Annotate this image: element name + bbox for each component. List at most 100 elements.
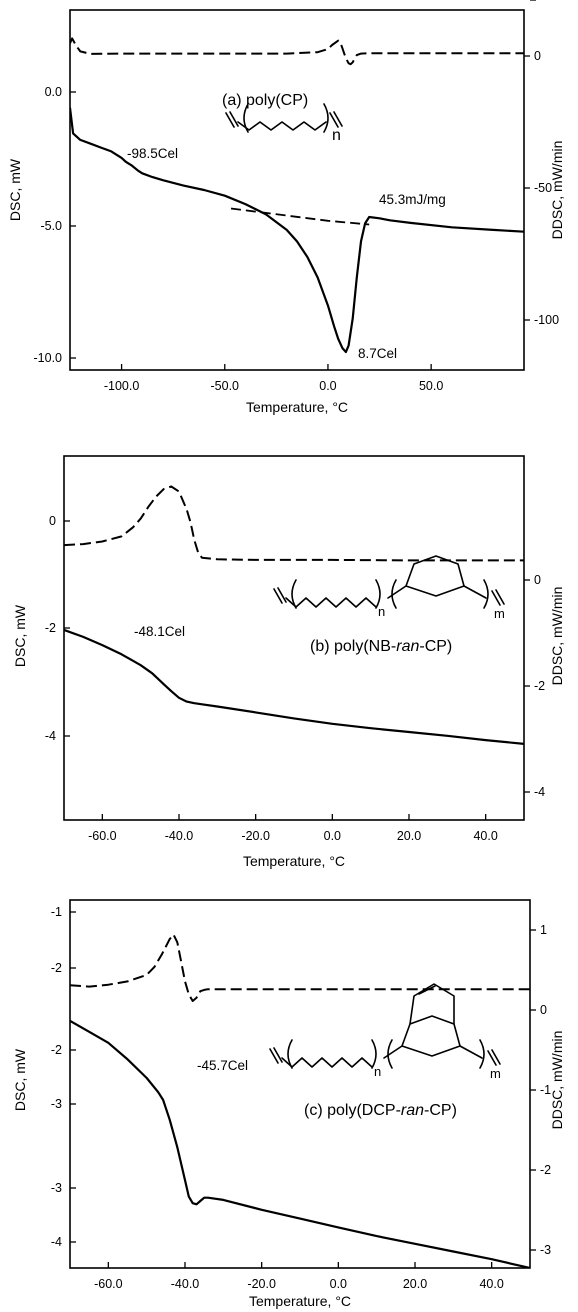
y-tick-label: -4 <box>51 1235 62 1249</box>
x-tick-label: -20.0 <box>241 829 270 843</box>
x-tick-label: -60.0 <box>94 1277 123 1291</box>
chain-bond <box>237 121 327 131</box>
y2-tick-label: -4 <box>534 785 545 799</box>
x-tick-label: 0.0 <box>324 829 341 843</box>
repeat-subscript: n <box>374 1064 381 1079</box>
x-tick-label: 0.0 <box>330 1277 347 1291</box>
x-tick-label: -40.0 <box>165 829 194 843</box>
chart-panel-c: -60.0 -40.0 -20.0 0.0 20.0 40.0-1-2-2-3-3-410… <box>12 0 565 1309</box>
chain-end-mark <box>487 1050 497 1066</box>
y-tick-label: 0 <box>49 514 56 528</box>
chain-bond <box>463 585 487 599</box>
dsc-curve <box>64 628 524 745</box>
y-tick-label: -5.0 <box>40 219 62 233</box>
x-tick-label: -50.0 <box>211 379 240 393</box>
panel-label: (b) poly(NB-ran-CP) <box>310 638 452 655</box>
y2-tick-label: -3 <box>540 1243 551 1257</box>
y-tick-label: -3 <box>51 1181 62 1195</box>
panel-label: (a) poly(CP) <box>222 92 308 109</box>
y2-tick-label: -50 <box>534 181 552 195</box>
dsc-curve <box>70 107 524 354</box>
ring <box>405 555 465 597</box>
x-tick-label: -20.0 <box>247 1277 276 1291</box>
x-tick-label: -40.0 <box>171 1277 200 1291</box>
repeat-subscript: n <box>378 604 385 619</box>
annotation-label: 8.7Cel <box>358 346 397 361</box>
chart-panel-b: -60.0 -40.0 -20.0 0.0 20.0 40.0 0 -2 -4 0 -2 -4 Temp… <box>12 455 565 869</box>
y2-axis-title: DDSC, mW/min <box>549 1031 565 1130</box>
x-tick-label: -100.0 <box>104 379 139 393</box>
chain-end-mark <box>277 587 287 603</box>
annotation-label: 45.3mJ/mg <box>379 192 446 207</box>
chain-end-mark <box>495 589 505 605</box>
x-tick-label: -60.0 <box>88 829 117 843</box>
y2-tick-label: -1 <box>540 1083 551 1097</box>
ddsc-curve <box>70 37 524 66</box>
chain-end-mark <box>225 112 235 128</box>
y2-tick-label: 0 <box>534 49 541 63</box>
y-tick-label: -2 <box>51 1043 62 1057</box>
dsc-curve <box>70 1019 530 1268</box>
annotation-label: -48.1Cel <box>134 624 185 639</box>
plot-frame <box>69 899 531 1269</box>
annotation-label: -98.5Cel <box>127 146 178 161</box>
x-tick-label: 20.0 <box>403 1277 427 1291</box>
x-axis-title: Temperature, °C <box>246 399 348 415</box>
double-bond <box>418 985 436 995</box>
ddsc-curve <box>70 933 530 1002</box>
repeat-subscript: m <box>494 606 505 621</box>
y2-tick-label: 0 <box>540 1003 547 1017</box>
x-tick-label: 40.0 <box>473 829 497 843</box>
close-bracket <box>323 103 329 133</box>
chain-end-mark <box>269 1048 279 1064</box>
panel-label: (c) poly(DCP-ran-CP) <box>304 1102 457 1119</box>
close-bracket <box>483 579 489 609</box>
y2-tick-label: -2 <box>540 1163 551 1177</box>
chart-panel-a: -100.0 -50.0 0.0 50.0 0.0 -5.0 -10.0 0 -50 -100 Te… <box>7 9 565 415</box>
y-axis-title: DSC, mW <box>12 604 28 667</box>
chain-bond <box>281 1057 373 1068</box>
chain-bond <box>459 1045 483 1059</box>
y2-tick-label: -2 <box>534 679 545 693</box>
chain-bond <box>383 1045 403 1059</box>
y2-tick-label: -100 <box>534 313 559 327</box>
y-axis-title: DSC, mW <box>7 158 23 221</box>
chain-end-mark <box>229 111 239 127</box>
y-tick-label: -3 <box>51 1097 62 1111</box>
y-tick-label: 0.0 <box>45 85 62 99</box>
x-axis-title: Temperature, °C <box>249 1293 351 1309</box>
y-tick-label: -2 <box>45 621 56 635</box>
repeat-subscript: m <box>490 1066 501 1081</box>
y2-tick-label: -4 <box>540 0 551 3</box>
chain-bond <box>387 585 407 599</box>
close-bracket <box>375 579 381 609</box>
ddsc-curve <box>64 485 524 562</box>
y-tick-label: -1 <box>51 905 62 919</box>
y2-axis-title: DDSC, mW/min <box>549 141 565 240</box>
y-tick-label: -4 <box>45 729 56 743</box>
chain-end-mark <box>273 1047 283 1063</box>
chain-end-mark <box>333 111 343 127</box>
plot-frame <box>63 455 525 821</box>
y2-axis-title: DDSC, mW/min <box>549 587 565 686</box>
open-bracket <box>391 579 397 609</box>
chain-end-mark <box>491 1049 501 1065</box>
y2-tick-label: 1 <box>540 923 547 937</box>
x-tick-label: 50.0 <box>419 379 443 393</box>
chain-end-mark <box>273 588 283 604</box>
plot-frame <box>69 9 525 371</box>
x-tick-label: 20.0 <box>397 829 421 843</box>
y-axis-title: DSC, mW <box>12 1048 28 1111</box>
chain-end-mark <box>491 590 501 606</box>
annotation-label: -45.7Cel <box>197 1058 248 1073</box>
chain-end-mark <box>329 112 339 128</box>
y-tick-label: -2 <box>51 961 62 975</box>
open-bracket <box>387 1039 393 1069</box>
open-bracket <box>243 103 249 133</box>
upper-ring <box>409 983 455 1025</box>
x-tick-label: 0.0 <box>319 379 336 393</box>
close-bracket <box>371 1039 377 1069</box>
